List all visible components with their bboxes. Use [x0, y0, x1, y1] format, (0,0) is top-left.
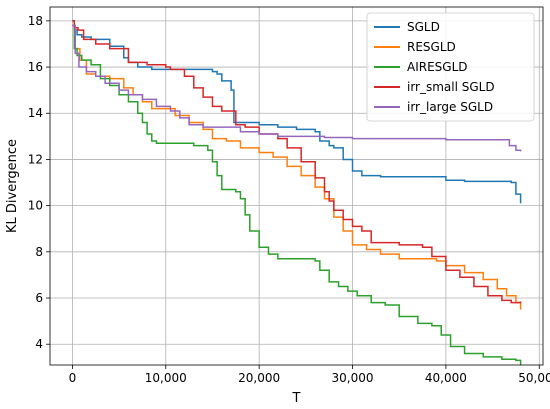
series-layer — [72, 20, 522, 365]
legend-label-irr-large-sgld: irr_large SGLD — [407, 100, 493, 114]
y-axis: 4 6 8 10 12 14 16 18 — [28, 14, 50, 351]
x-tick-label: 50,000 — [518, 371, 550, 385]
y-tick-label: 16 — [28, 60, 43, 74]
series-line-irr-large-sgld — [72, 24, 522, 152]
x-tick-label: 10,000 — [145, 371, 187, 385]
y-tick-label: 4 — [35, 337, 43, 351]
y-tick-label: 8 — [35, 245, 43, 259]
legend: SGLD RESGLD AIRESGLD irr_small SGLD irr_larg… — [366, 12, 535, 122]
legend-label-airesgld: AIRESGLD — [407, 60, 468, 74]
y-tick-label: 12 — [28, 152, 43, 166]
legend-label-irr-small-sgld: irr_small SGLD — [407, 80, 495, 94]
grid — [50, 7, 543, 365]
series-line-sgld — [72, 20, 522, 204]
x-tick-label: 20,000 — [238, 371, 280, 385]
x-axis: 0 10,000 20,000 30,000 40,000 50,000 — [69, 365, 550, 385]
x-tick-label: 30,000 — [332, 371, 374, 385]
legend-label-resgld: RESGLD — [407, 40, 456, 54]
series-line-irr-small-sgld — [72, 20, 522, 304]
legend-label-sgld: SGLD — [407, 20, 440, 34]
x-tick-label: 40,000 — [425, 371, 467, 385]
legend-box — [366, 12, 535, 122]
y-tick-label: 10 — [28, 199, 43, 213]
y-axis-label: KL Divergence — [5, 139, 20, 233]
y-tick-label: 18 — [28, 14, 43, 28]
x-axis-label: T — [292, 391, 301, 406]
y-tick-label: 14 — [28, 106, 43, 120]
plot-frame — [49, 6, 544, 366]
series-line-airesgld — [72, 20, 522, 365]
x-tick-label: 0 — [69, 371, 77, 385]
y-tick-label: 6 — [35, 291, 43, 305]
